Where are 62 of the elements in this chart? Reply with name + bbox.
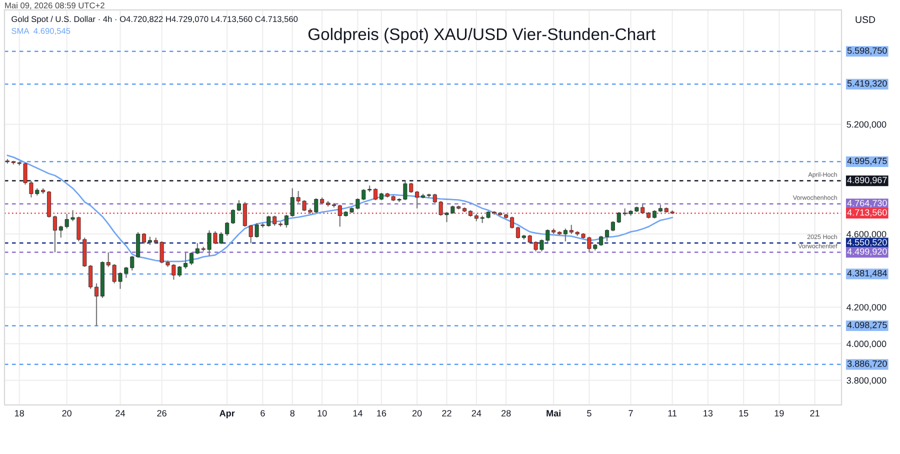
ref-line-label: 4.499,920 <box>847 248 887 256</box>
x-tick-label: 6 <box>260 410 265 416</box>
text: SMA <box>12 28 30 34</box>
x-tick-label: 24 <box>472 410 482 416</box>
x-tick-label: 14 <box>353 410 362 416</box>
y-tick-label: 4.000,000 <box>846 340 886 348</box>
ref-line-label: 4.381,484 <box>847 270 887 278</box>
candlestick <box>610 220 615 232</box>
x-tick-label: 18 <box>15 410 24 416</box>
x-tick-label: 13 <box>704 410 713 416</box>
candlestick <box>184 252 188 270</box>
candlestick <box>284 214 288 228</box>
x-tick-label: 16 <box>377 410 386 416</box>
ref-line-label: 5.419,320 <box>847 80 887 88</box>
x-tick-label: 24 <box>116 410 126 416</box>
y-axis-title: USD <box>856 16 876 24</box>
annotation: 4.690,545 <box>34 28 70 35</box>
candlestick <box>231 208 236 224</box>
candlestick <box>136 232 140 258</box>
candlestick <box>605 228 610 242</box>
x-tick-label: 10 <box>318 410 327 416</box>
x-tick-label: Mai <box>546 410 560 416</box>
x-tick-label: 19 <box>774 410 784 416</box>
x-tick-label: 7 <box>628 410 633 416</box>
text: Mai 09, 2026 08:59 UTC+2 <box>5 2 104 10</box>
ref-line-label: 4.098,275 <box>847 322 887 330</box>
ref-line-label: 4.995,475 <box>847 158 887 166</box>
ref-line-label: 4.890,967 <box>847 176 887 184</box>
candlestick <box>88 264 93 290</box>
annotation: Gold Spot / U.S. Dollar · 4h · O4.720,822 H4.729,070 L4.713,560 C4.713,560 <box>12 16 298 24</box>
ref-line-label: 4.713,560 <box>847 209 887 217</box>
candlestick <box>563 228 568 242</box>
y-tick-label: 4.600,000 <box>846 230 886 238</box>
x-tick-label: 15 <box>739 410 748 416</box>
x-tick-label: 20 <box>62 410 72 416</box>
candlestick <box>510 216 514 230</box>
candlestick <box>415 190 420 209</box>
x-tick-label: 8 <box>290 410 295 416</box>
x-tick-label: 21 <box>810 410 820 416</box>
candlestick <box>374 188 378 201</box>
y-tick-label: 3.800,000 <box>846 377 886 385</box>
candlestick <box>52 215 57 253</box>
text: Goldpreis (Spot) XAU/USD Vier-Stunden-Chart <box>308 28 656 44</box>
ref-line-label: 4.764,730 <box>847 200 887 208</box>
candlestick <box>190 252 194 266</box>
x-tick-label: 20 <box>412 410 422 416</box>
ref-line-label: 3.886,720 <box>847 360 887 368</box>
candlestick <box>236 200 241 212</box>
y-tick-label: 5.200,000 <box>846 121 886 129</box>
x-tick-label: 28 <box>502 410 511 416</box>
x-tick-label: 11 <box>668 410 677 416</box>
x-tick-label: 5 <box>587 410 592 416</box>
candlestick <box>142 232 146 245</box>
x-tick-label: 26 <box>157 410 166 416</box>
y-tick-label: 4.200,000 <box>846 304 886 312</box>
x-tick-label: 22 <box>442 410 452 416</box>
ref-line-label: 5.598,750 <box>847 47 887 55</box>
ref-line-label: 4.550,520 <box>847 239 887 247</box>
x-tick-label: Apr <box>220 410 235 418</box>
candlestick <box>94 282 98 326</box>
candlestick <box>516 226 520 240</box>
candlestick <box>195 242 200 255</box>
